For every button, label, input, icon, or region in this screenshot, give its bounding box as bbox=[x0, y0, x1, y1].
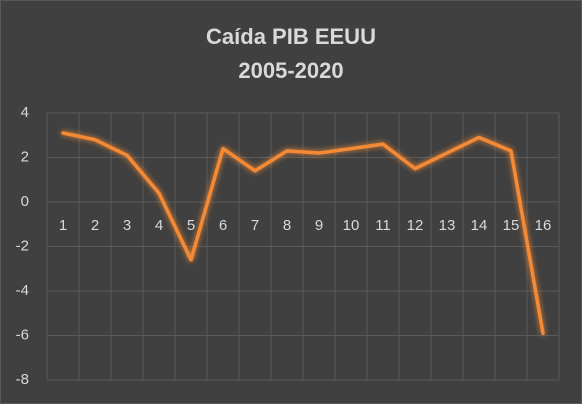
y-tick-label: -2 bbox=[16, 237, 29, 254]
y-tick-label: -4 bbox=[16, 282, 29, 299]
x-tick-label: 12 bbox=[407, 217, 424, 234]
x-tick-label: 14 bbox=[471, 217, 488, 234]
x-tick-label: 9 bbox=[315, 217, 323, 234]
data-line bbox=[61, 131, 545, 336]
x-tick-label: 2 bbox=[91, 217, 99, 234]
x-tick-label: 8 bbox=[283, 217, 291, 234]
x-tick-label: 11 bbox=[375, 217, 391, 234]
x-tick-label: 15 bbox=[503, 217, 520, 234]
x-tick-label: 10 bbox=[343, 217, 360, 234]
chart-title: Caída PIB EEUU bbox=[206, 24, 376, 49]
x-tick-label: 1 bbox=[59, 217, 67, 234]
x-tick-label: 7 bbox=[251, 217, 259, 234]
y-tick-label: -8 bbox=[16, 371, 29, 388]
x-tick-label: 6 bbox=[219, 217, 227, 234]
x-tick-label: 13 bbox=[439, 217, 456, 234]
y-tick-label: 2 bbox=[21, 148, 29, 165]
y-tick-label: 0 bbox=[21, 193, 29, 210]
x-tick-label: 3 bbox=[123, 217, 131, 234]
x-tick-label: 16 bbox=[535, 217, 552, 234]
chart-subtitle: 2005-2020 bbox=[238, 58, 343, 83]
y-tick-label: -6 bbox=[16, 326, 29, 343]
y-tick-label: 4 bbox=[21, 104, 29, 121]
x-tick-label: 4 bbox=[155, 217, 163, 234]
x-tick-label: 5 bbox=[187, 217, 195, 234]
